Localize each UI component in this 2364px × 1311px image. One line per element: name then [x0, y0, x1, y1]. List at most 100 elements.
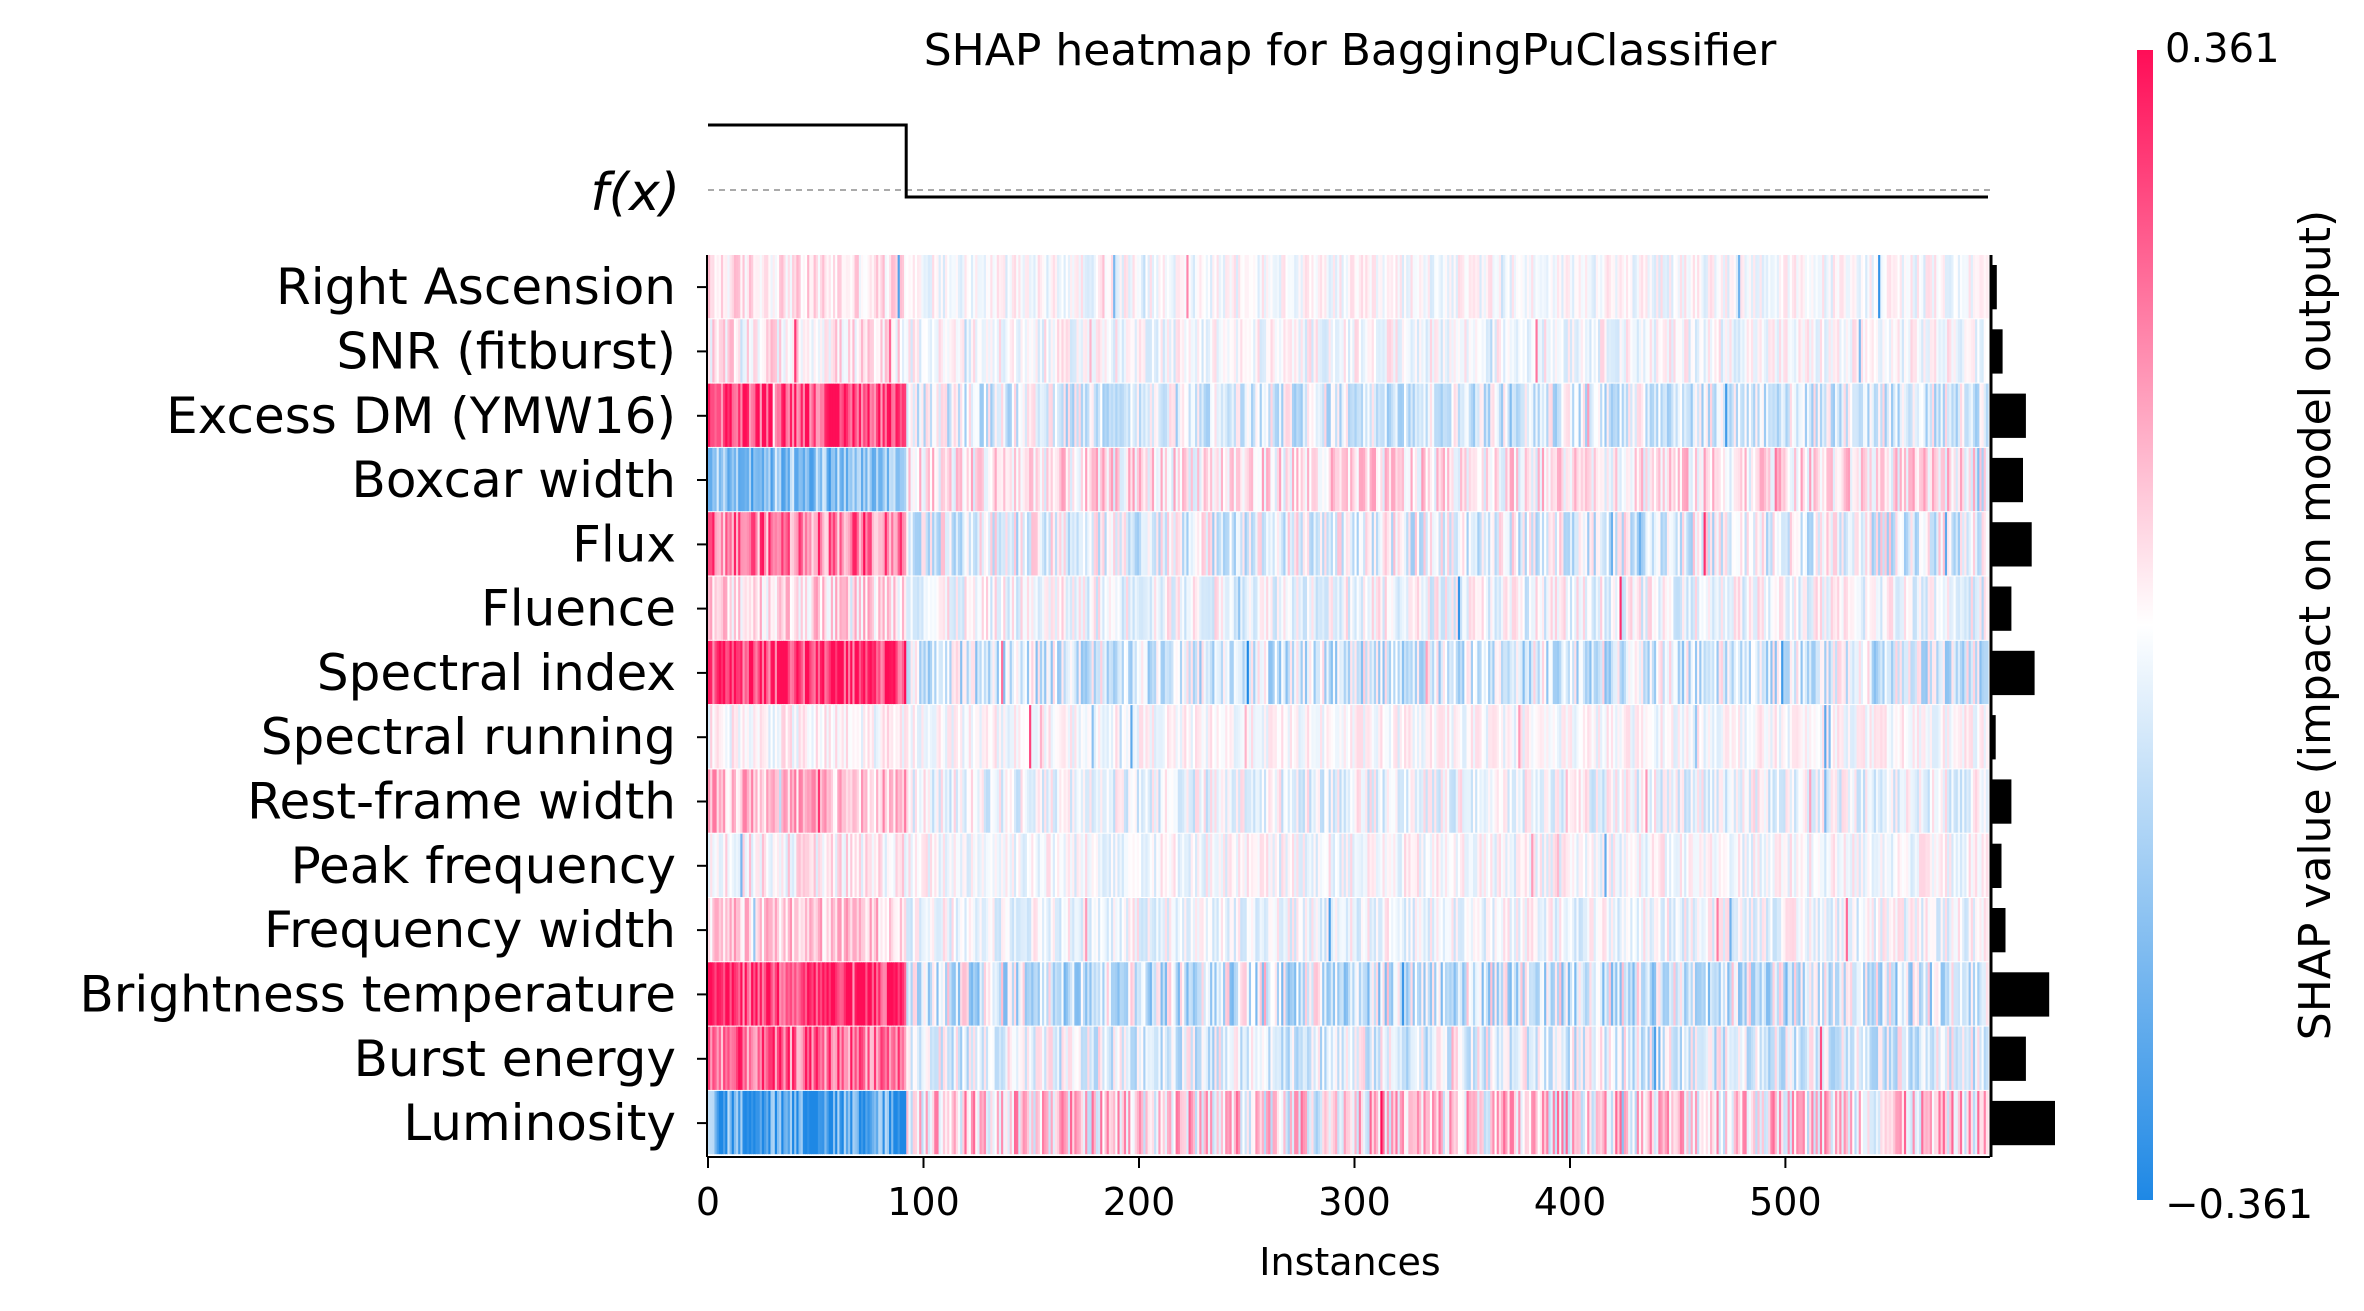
heatmap-cell [1270, 255, 1274, 319]
heatmap-cell [1559, 705, 1562, 769]
heatmap-cell [1809, 319, 1812, 383]
heatmap-cell [1294, 319, 1297, 383]
heatmap-cell [1171, 255, 1175, 319]
heatmap-cell [781, 319, 785, 383]
heatmap-cell [1003, 640, 1006, 705]
heatmap-cell [1080, 255, 1084, 319]
heatmap-cell [861, 769, 864, 833]
heatmap-cell [1520, 447, 1524, 512]
heatmap-cell [1690, 383, 1694, 447]
heatmap-cell [1796, 512, 1799, 576]
heatmap-cell [807, 705, 810, 769]
heatmap-cell [768, 447, 772, 512]
heatmap-cell [1972, 576, 1976, 640]
heatmap-cell [712, 319, 716, 383]
heatmap-cell [1636, 383, 1640, 447]
heatmap-cell [1847, 447, 1851, 512]
heatmap-cell [1602, 447, 1606, 512]
heatmap-cell [1455, 383, 1459, 447]
heatmap-cell [925, 705, 929, 769]
heatmap-cell [1438, 447, 1442, 512]
heatmap-cell [1126, 447, 1129, 512]
heatmap-cell [998, 705, 1002, 769]
heatmap-cell [1541, 447, 1545, 512]
heatmap-cell [1042, 576, 1045, 640]
heatmap-cell [1501, 255, 1504, 319]
heatmap-cell [938, 383, 942, 447]
heatmap-cell [951, 640, 955, 705]
heatmap-cell [1550, 319, 1554, 383]
heatmap-cell [1311, 383, 1315, 447]
heatmap-cell [951, 576, 955, 640]
heatmap-cell [720, 447, 724, 512]
heatmap-cell [1610, 640, 1614, 705]
heatmap-cell [1240, 255, 1244, 319]
heatmap-cell [1166, 705, 1170, 769]
heatmap-cell [1619, 640, 1623, 705]
heatmap-cell [1115, 255, 1119, 319]
heatmap-cell [1414, 255, 1418, 319]
heatmap-cell [1518, 255, 1521, 319]
heatmap-cell [1776, 705, 1780, 769]
heatmap-cell [1039, 383, 1043, 447]
heatmap-cell [1863, 383, 1866, 447]
heatmap-cell [738, 512, 741, 576]
heatmap-cell [1190, 512, 1194, 576]
heatmap-cell [1962, 512, 1965, 576]
heatmap-cell [1063, 769, 1067, 833]
heatmap-cell [1100, 769, 1103, 833]
heatmap-cell [901, 705, 905, 769]
heatmap-cell [759, 255, 763, 319]
heatmap-cell [1162, 640, 1166, 705]
heatmap-cell [1488, 640, 1491, 705]
heatmap-cell [1382, 255, 1386, 319]
heatmap-cell [1828, 576, 1832, 640]
heatmap-cell [1839, 447, 1843, 512]
heatmap-cell [891, 319, 894, 383]
heatmap-cell [1147, 769, 1151, 833]
heatmap-cell [1216, 383, 1220, 447]
heatmap-cell [1718, 705, 1722, 769]
heatmap-cell [1440, 383, 1444, 447]
heatmap-cell [1927, 705, 1931, 769]
heatmap-cell [1867, 640, 1871, 705]
heatmap-cell [1203, 512, 1207, 576]
heatmap-cell [802, 255, 806, 319]
heatmap-cell [1725, 705, 1728, 769]
heatmap-cell [1054, 640, 1058, 705]
heatmap-cell [1602, 255, 1606, 319]
heatmap-cell [832, 640, 836, 705]
heatmap-cell [1781, 447, 1784, 512]
heatmap-cell [1371, 576, 1375, 640]
heatmap-cell [1080, 447, 1084, 512]
heatmap-cell [1981, 705, 1985, 769]
heatmap-cell [1753, 640, 1756, 705]
heatmap-cell [1694, 383, 1698, 447]
heatmap-cell [923, 705, 927, 769]
heatmap-cell [1746, 512, 1750, 576]
heatmap-cell [1119, 255, 1123, 319]
heatmap-cell [1190, 255, 1194, 319]
heatmap-cell [714, 512, 718, 576]
heatmap-cell [1548, 447, 1552, 512]
heatmap-cell [1001, 319, 1004, 383]
heatmap-cell [985, 640, 989, 705]
heatmap-cell [1854, 512, 1858, 576]
heatmap-cell [1410, 705, 1414, 769]
heatmap-cell [1110, 512, 1114, 576]
heatmap-cell [1677, 512, 1681, 576]
heatmap-cell [1365, 640, 1368, 705]
heatmap-cell [1662, 640, 1666, 705]
heatmap-cell [1190, 447, 1194, 512]
heatmap-cell [1811, 512, 1815, 576]
heatmap-cell [1645, 576, 1649, 640]
heatmap-cell [1916, 447, 1920, 512]
heatmap-cell [1089, 640, 1093, 705]
heatmap-cell [962, 705, 966, 769]
heatmap-cell [1490, 383, 1493, 447]
heatmap-cell [955, 383, 959, 447]
heatmap-cell [845, 447, 849, 512]
heatmap-cell [1141, 512, 1144, 576]
heatmap-cell [1585, 447, 1588, 512]
heatmap-cell [1302, 383, 1306, 447]
